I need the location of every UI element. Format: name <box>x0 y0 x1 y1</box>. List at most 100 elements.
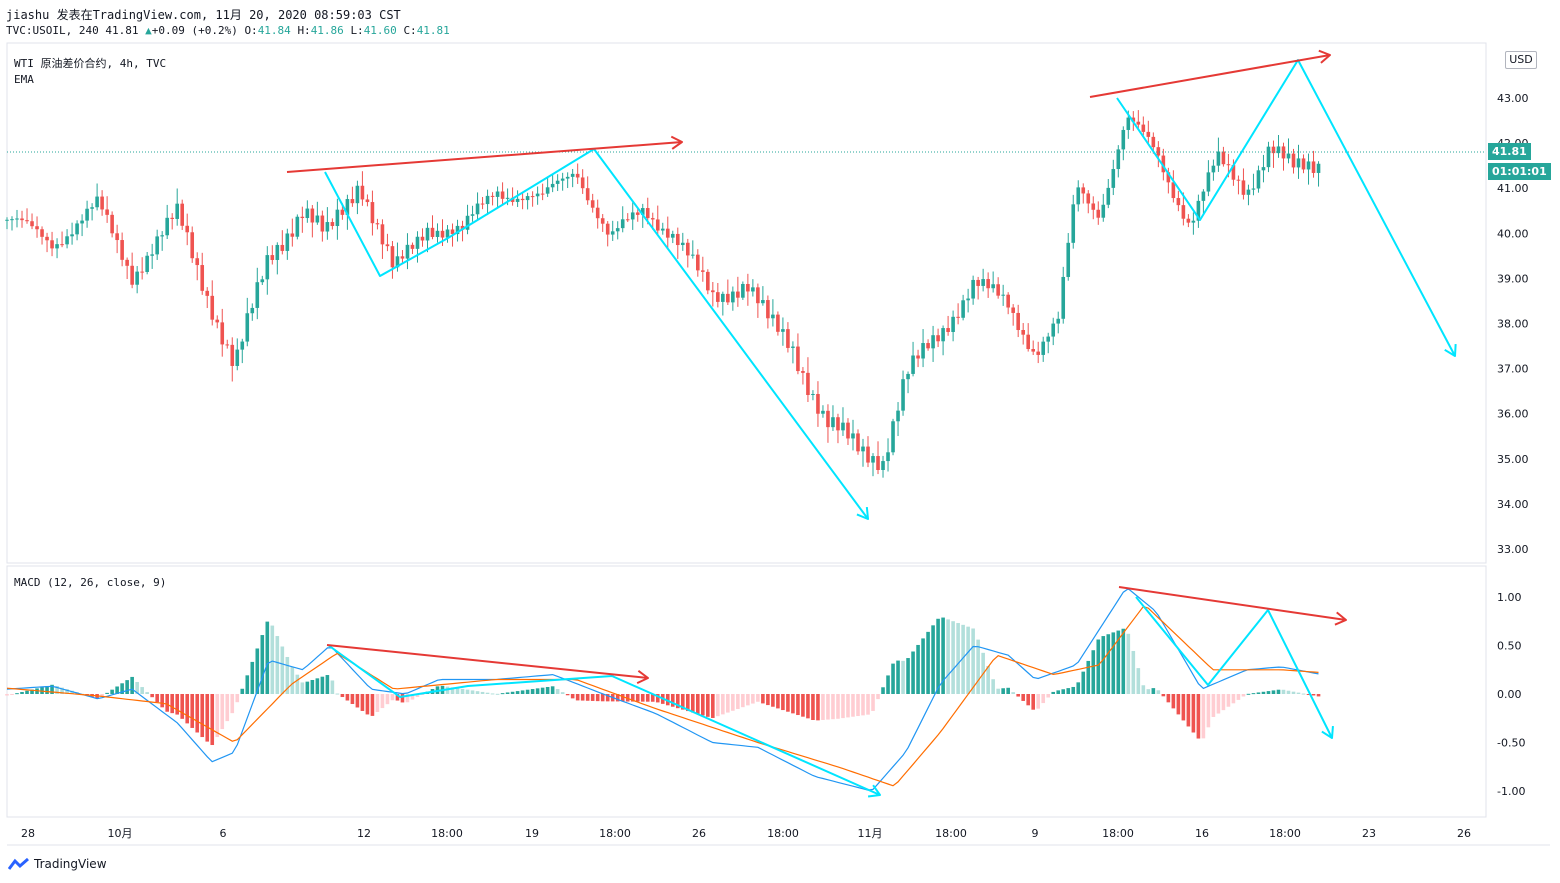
macd-histogram-bar <box>731 694 735 711</box>
macd-histogram-bar <box>370 694 375 716</box>
candle-body <box>1306 161 1311 170</box>
candle-body <box>420 236 425 241</box>
macd-histogram-bar <box>766 694 770 706</box>
macd-histogram-bar <box>480 691 485 694</box>
candle-body <box>290 233 295 237</box>
macd-histogram-bar <box>1231 694 1236 704</box>
currency-button[interactable]: USD <box>1505 51 1537 69</box>
macd-histogram-bar <box>1281 689 1286 694</box>
macd-histogram-bar <box>746 694 750 706</box>
candle-body <box>540 193 545 195</box>
candle-body <box>761 300 765 304</box>
macd-histogram-bar <box>781 694 785 711</box>
macd-histogram-bar <box>495 693 500 695</box>
macd-histogram-bar <box>115 686 119 694</box>
macd-histogram-bar <box>831 694 835 720</box>
macd-histogram-bar <box>100 694 104 697</box>
candle-body <box>791 346 795 348</box>
macd-histogram-bar <box>1181 694 1186 721</box>
candle-body <box>956 316 960 318</box>
ema-label[interactable]: EMA <box>14 73 34 86</box>
candle-body <box>821 410 825 414</box>
price-tick-label: 34.00 <box>1497 498 1529 511</box>
high-value: 41.86 <box>310 24 344 37</box>
macd-histogram-bar <box>1176 694 1181 715</box>
red-arrow-head-2 <box>1318 49 1331 64</box>
candle-body <box>655 219 660 231</box>
macd-pane-title[interactable]: MACD (12, 26, close, 9) <box>14 576 167 589</box>
candle-body <box>881 461 885 470</box>
cyan-arrow-head <box>856 506 869 520</box>
macd-tick-label: -0.50 <box>1497 737 1525 750</box>
macd-histogram-bar <box>415 694 420 697</box>
macd-histogram-bar <box>1031 694 1035 710</box>
macd-histogram-bar <box>510 691 515 694</box>
macd-histogram-bar <box>150 694 154 698</box>
candle-body <box>50 240 54 249</box>
candle-body <box>756 287 760 304</box>
macd-histogram-bar <box>996 688 1000 694</box>
candle-body <box>1071 204 1076 243</box>
candle-body <box>260 279 265 283</box>
macd-histogram-bar <box>1066 688 1071 694</box>
candle-body <box>210 295 215 320</box>
macd-histogram-bar <box>655 694 660 703</box>
time-tick-label: 12 <box>357 827 371 840</box>
macd-histogram-bar <box>926 631 930 694</box>
open-label: O: <box>244 24 258 37</box>
candle-body <box>1251 188 1256 190</box>
macd-histogram-bar <box>675 694 680 709</box>
macd-histogram-bar <box>691 694 695 713</box>
candle-body <box>500 191 505 199</box>
candle-body <box>1156 147 1161 156</box>
main-pane-title[interactable]: WTI 原油差价合约, 4h, TVC <box>14 57 167 70</box>
time-tick-label: 18:00 <box>767 827 799 840</box>
macd-histogram-bar <box>1251 693 1256 695</box>
candle-body <box>535 193 540 197</box>
candle-body <box>1121 129 1126 150</box>
candle-body <box>1116 149 1121 170</box>
candle-body <box>485 195 490 205</box>
price-tick-label: 43.00 <box>1497 92 1529 105</box>
candle-body <box>45 236 49 241</box>
macd-histogram-bar <box>1161 694 1166 697</box>
candle-body <box>355 185 360 204</box>
macd-histogram-bar <box>716 694 720 717</box>
time-tick-label: 16 <box>1195 827 1209 840</box>
candle-body <box>816 393 820 414</box>
candle-body <box>941 328 945 342</box>
candle-body <box>1161 155 1166 173</box>
candle-body <box>891 421 895 453</box>
macd-line <box>6 588 1319 791</box>
candle-body <box>846 422 850 439</box>
candle-body <box>25 220 29 222</box>
macd-histogram-bar <box>936 618 940 694</box>
candle-body <box>685 242 690 256</box>
time-tick-label: 26 <box>1457 827 1471 840</box>
macd-histogram-bar <box>140 687 144 694</box>
brand[interactable]: TradingView <box>8 857 107 871</box>
candle-body <box>65 236 69 245</box>
macd-red-trend-2 <box>1118 586 1347 621</box>
candle-body <box>360 185 365 200</box>
macd-histogram-bar <box>1156 690 1161 694</box>
macd-histogram-bar <box>500 693 505 695</box>
macd-histogram-bar <box>125 680 129 694</box>
candle-body <box>1026 334 1030 350</box>
macd-histogram-bar <box>120 683 124 694</box>
candle-body <box>1086 193 1091 204</box>
time-tick-label: 9 <box>1032 827 1039 840</box>
candle-body <box>545 187 550 194</box>
candle-body <box>741 283 745 298</box>
macd-histogram-bar <box>145 692 149 694</box>
macd-histogram-bar <box>625 694 630 702</box>
candle-body <box>886 452 890 462</box>
candle-body <box>60 244 64 246</box>
time-tick-label: 6 <box>220 827 227 840</box>
macd-histogram-bar <box>600 694 605 702</box>
candle-body <box>1191 220 1196 223</box>
macd-histogram-bar <box>20 691 24 694</box>
macd-histogram-bar <box>110 689 114 694</box>
candle-body <box>766 300 770 319</box>
